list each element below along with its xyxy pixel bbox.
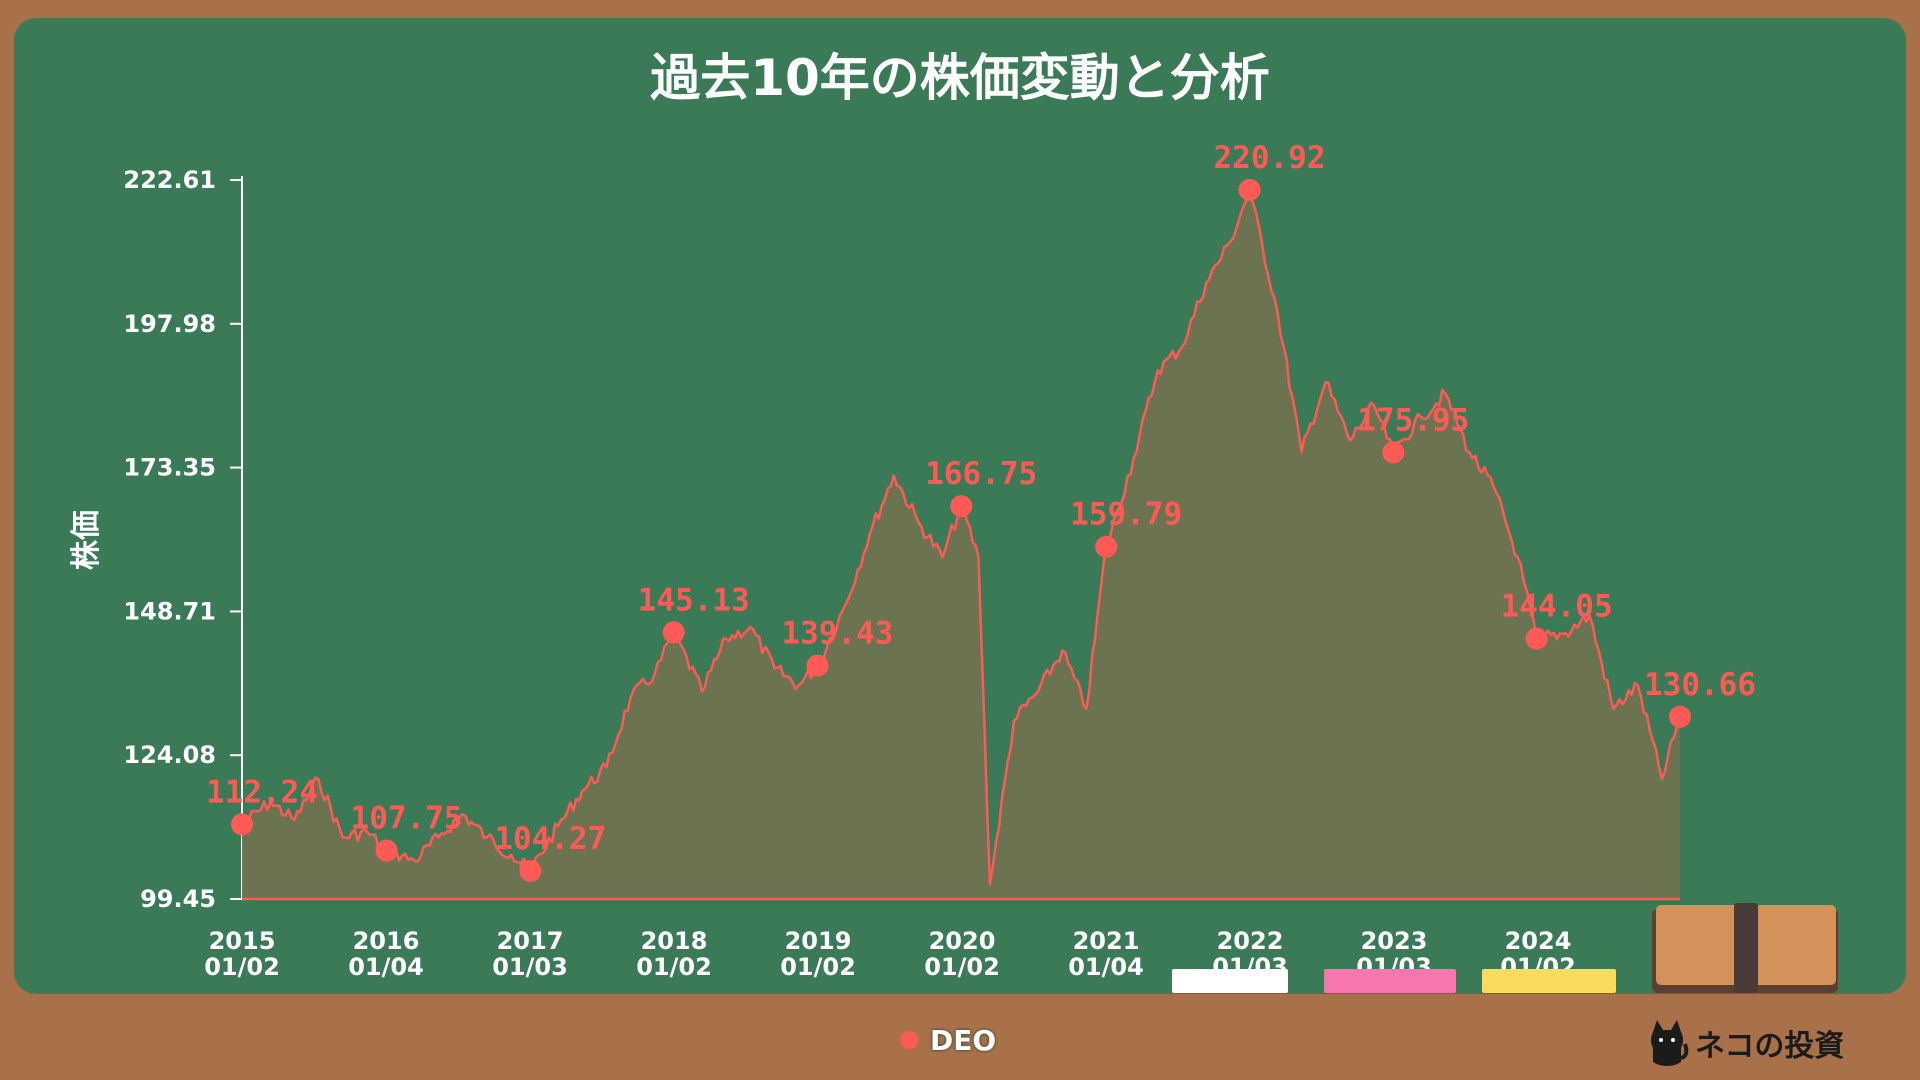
x-tick-label: 2018 <box>641 927 708 955</box>
data-point <box>519 859 542 882</box>
data-point <box>1238 178 1261 201</box>
data-label: 159.79 <box>1070 497 1182 533</box>
legend-marker <box>900 1031 918 1049</box>
brand-text: ネコの投資 <box>1695 1029 1845 1064</box>
data-label: 220.92 <box>1214 140 1326 176</box>
x-tick-label: 2023 <box>1361 927 1428 955</box>
data-label: 107.75 <box>351 801 463 837</box>
brand: ネコの投資 <box>1645 1018 1844 1068</box>
x-tick-label: 2021 <box>1073 927 1140 955</box>
data-point <box>1525 627 1548 650</box>
chalk-ledge <box>0 994 1920 1080</box>
data-point <box>375 839 398 862</box>
chalk-pink <box>1324 969 1456 993</box>
cat-icon <box>1651 1020 1689 1066</box>
y-axis-label: 株価 <box>69 510 104 570</box>
y-axis: 99.45 124.08 148.71 173.35 197.98 222.61 <box>123 166 243 913</box>
data-label: 145.13 <box>638 582 750 618</box>
data-label: 104.27 <box>494 821 606 857</box>
x-tick-label: 2016 <box>353 927 420 955</box>
x-tick-label: 2024 <box>1505 927 1572 955</box>
x-tick-label: 01/04 <box>348 953 424 981</box>
x-tick-label: 01/04 <box>1068 953 1144 981</box>
x-tick-label: 2017 <box>497 927 564 955</box>
data-label: 130.66 <box>1644 667 1756 703</box>
y-tick-label: 99.45 <box>140 885 216 913</box>
data-label: 144.05 <box>1501 589 1613 625</box>
chalk-yellow <box>1482 969 1616 993</box>
plot-area <box>241 188 1682 901</box>
x-tick-label: 01/02 <box>204 953 280 981</box>
y-tick-label: 197.98 <box>123 310 216 338</box>
chart-title: 過去10年の株価変動と分析 <box>650 49 1270 107</box>
price-area <box>242 189 1680 899</box>
x-tick-label: 2019 <box>785 927 852 955</box>
data-label: 112.24 <box>206 774 318 810</box>
data-label: 175.95 <box>1357 402 1469 438</box>
data-point <box>950 495 973 518</box>
y-tick-label: 222.61 <box>123 166 216 194</box>
y-tick-label: 173.35 <box>123 454 216 482</box>
legend-label: DEO <box>930 1023 997 1057</box>
x-tick-label: 2022 <box>1217 927 1284 955</box>
data-point <box>662 621 685 644</box>
data-label: 139.43 <box>781 616 893 652</box>
x-tick-label: 2015 <box>209 927 276 955</box>
x-axis: 201501/02201601/04201701/03201801/022019… <box>204 927 1576 981</box>
data-label: 166.75 <box>925 456 1037 492</box>
eraser <box>1652 903 1838 993</box>
legend: DEO <box>900 1020 996 1060</box>
data-point <box>806 654 829 677</box>
chalk-white <box>1172 969 1288 993</box>
x-tick-label: 01/02 <box>780 953 856 981</box>
data-point <box>1669 705 1691 728</box>
data-point <box>1382 441 1405 464</box>
y-tick-label: 124.08 <box>123 741 216 769</box>
x-tick-label: 2020 <box>929 927 996 955</box>
data-point <box>1095 535 1118 558</box>
point-labels: 112.24 107.75 104.27 145.13 139.43 166.75 159.… <box>206 140 1756 857</box>
point-markers <box>231 178 1691 882</box>
x-tick-label: 01/03 <box>492 953 568 981</box>
x-tick-label: 01/02 <box>636 953 712 981</box>
x-tick-label: 01/02 <box>924 953 1000 981</box>
data-point <box>231 813 253 836</box>
y-tick-label: 148.71 <box>123 597 216 625</box>
